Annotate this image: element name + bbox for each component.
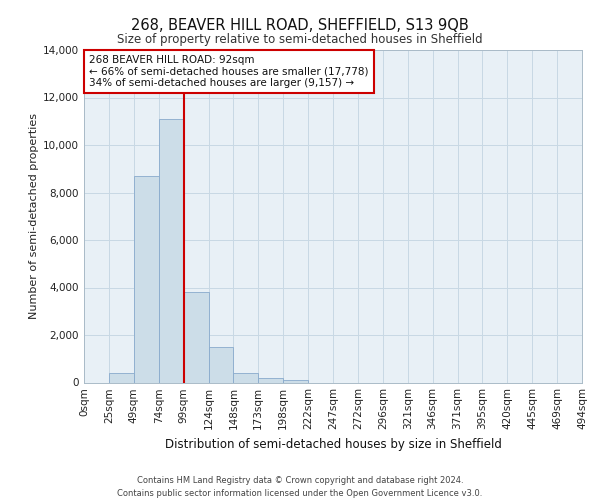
Bar: [259, 378, 283, 382]
Bar: [134, 176, 159, 382]
Bar: [233, 373, 259, 382]
Bar: [159, 119, 184, 382]
Text: Contains HM Land Registry data © Crown copyright and database right 2024.
Contai: Contains HM Land Registry data © Crown c…: [118, 476, 482, 498]
Bar: [283, 380, 308, 382]
Y-axis label: Number of semi-detached properties: Number of semi-detached properties: [29, 114, 39, 320]
X-axis label: Distribution of semi-detached houses by size in Sheffield: Distribution of semi-detached houses by …: [164, 438, 502, 451]
Bar: [109, 373, 134, 382]
Text: 268 BEAVER HILL ROAD: 92sqm
← 66% of semi-detached houses are smaller (17,778)
3: 268 BEAVER HILL ROAD: 92sqm ← 66% of sem…: [89, 55, 368, 88]
Bar: [209, 347, 233, 382]
Bar: [184, 292, 209, 382]
Text: Size of property relative to semi-detached houses in Sheffield: Size of property relative to semi-detach…: [117, 32, 483, 46]
Text: 268, BEAVER HILL ROAD, SHEFFIELD, S13 9QB: 268, BEAVER HILL ROAD, SHEFFIELD, S13 9Q…: [131, 18, 469, 32]
